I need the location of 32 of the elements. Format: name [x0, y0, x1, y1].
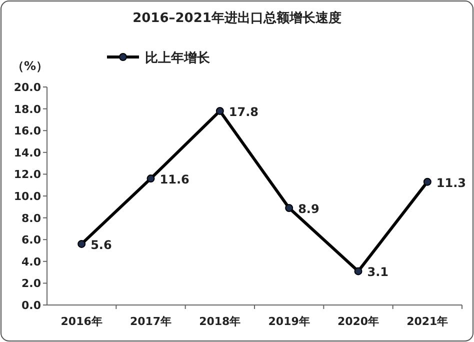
point — [423, 178, 432, 186]
data-label: 3.1 — [367, 265, 389, 280]
legend-label: 比上年增长 — [145, 51, 211, 66]
y-tick-label: 20.0 — [14, 81, 42, 94]
point — [354, 267, 362, 276]
data-label: 11.6 — [160, 172, 190, 187]
y-tick-label: 10.0 — [14, 190, 42, 203]
y-tick-label: 12.0 — [14, 168, 42, 182]
point — [78, 240, 86, 248]
y-axis-title: （%） — [12, 59, 48, 73]
chart-title: 2016–2021年进出口总额增长速度 — [132, 10, 342, 26]
y-tick-label: 4.0 — [22, 255, 42, 268]
y-tick-label: 0.0 — [22, 299, 42, 312]
point — [216, 106, 224, 115]
y-tick-label: 2.0 — [22, 277, 42, 290]
y-tick-label: 6.0 — [22, 234, 42, 247]
x-tick-label: 2016年 — [60, 315, 102, 328]
x-tick-label: 2021年 — [406, 315, 448, 328]
y-tick-label: 8.0 — [22, 212, 42, 225]
y-tick-label: 18.0 — [14, 102, 42, 116]
y-tick-label: 16.0 — [14, 124, 42, 138]
x-tick-label: 2020年 — [337, 315, 380, 328]
data-label: 8.9 — [298, 202, 320, 216]
data-label: 11.3 — [436, 176, 466, 190]
y-tick-label: 14.0 — [14, 146, 42, 160]
point — [285, 204, 294, 212]
x-tick-label: 2018年 — [199, 315, 241, 328]
data-label: 5.6 — [90, 238, 112, 252]
point — [146, 174, 155, 183]
x-tick-label: 2017年 — [130, 315, 172, 328]
data-label: 17.8 — [228, 104, 259, 119]
x-tick-label: 2019年 — [268, 315, 310, 328]
